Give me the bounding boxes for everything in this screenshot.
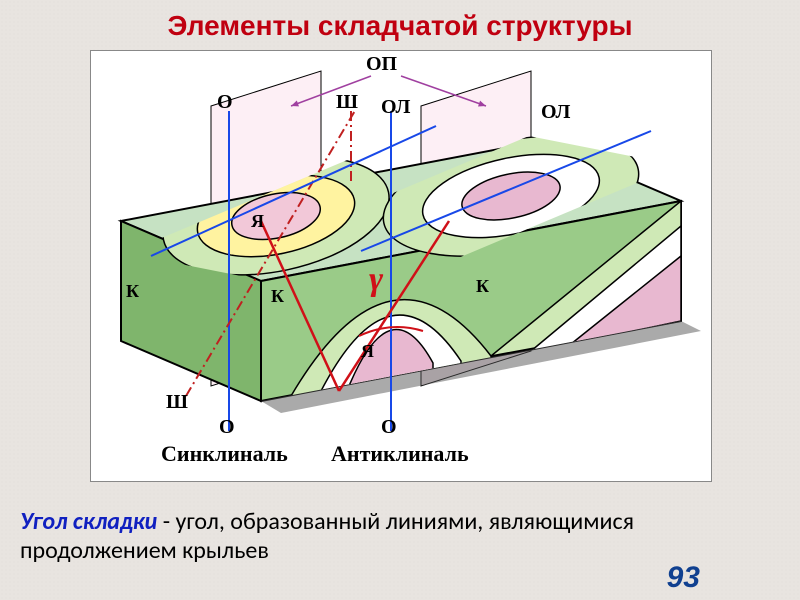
diagram-label: К [271,286,284,307]
diagram-label: Я [251,211,264,232]
slide: Элементы складчатой структуры ОП О Ш ОЛ ОЛ Я Я… [0,0,800,600]
diagram-label: Ш [166,391,188,414]
diagram-label: О [217,91,233,114]
slide-title: Элементы складчатой структуры [0,10,800,42]
fold-diagram: ОПОШОЛОЛЯЯКККШООСинклинальАнтиклинальγ [90,50,712,482]
diagram-label: Я [361,341,374,362]
diagram-label: ОЛ [381,96,410,119]
definition-caption: Угол складки - угол, образованный линиям… [20,507,780,565]
diagram-label: Ш [336,91,358,114]
diagram-label: К [476,276,489,297]
diagram-label: γ [369,261,383,299]
page-number: 93 [667,561,700,595]
diagram-label: Синклиналь [161,441,288,467]
diagram-label: Антиклиналь [331,441,469,467]
diagram-label: ОП [366,53,397,76]
diagram-label: ОЛ [541,101,570,124]
term: Угол складки [20,507,157,536]
diagram-label: К [126,281,139,302]
diagram-label: О [219,416,235,439]
diagram-label: О [381,416,397,439]
